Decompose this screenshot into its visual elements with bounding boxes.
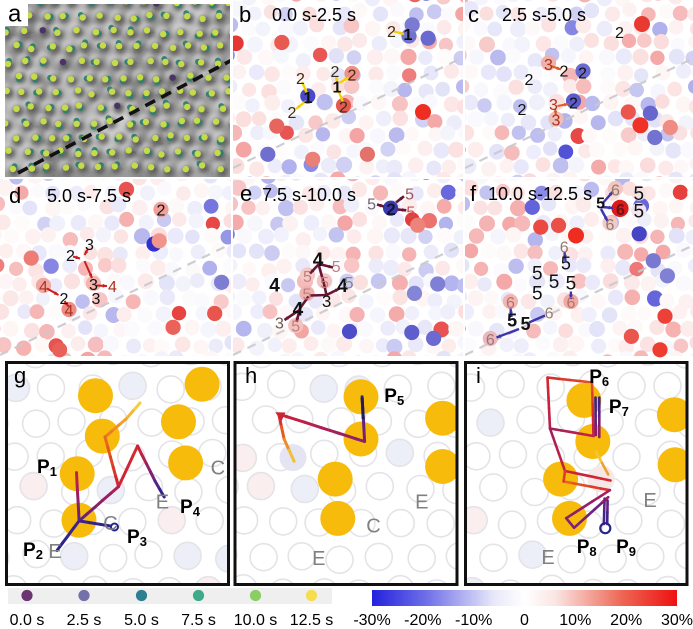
svg-text:2: 2 — [296, 71, 305, 88]
svg-text:5: 5 — [406, 204, 415, 221]
svg-text:0.0 s: 0.0 s — [10, 612, 45, 629]
svg-text:12.5 s: 12.5 s — [290, 612, 334, 629]
svg-text:6: 6 — [605, 217, 614, 234]
svg-text:4: 4 — [108, 279, 117, 296]
svg-text:2: 2 — [60, 291, 69, 308]
svg-text:3: 3 — [89, 277, 98, 294]
svg-text:-20%: -20% — [404, 612, 441, 629]
svg-text:5: 5 — [405, 186, 414, 203]
svg-text:2: 2 — [387, 24, 396, 41]
svg-text:5: 5 — [507, 311, 517, 331]
svg-text:3: 3 — [549, 97, 558, 114]
svg-text:2: 2 — [615, 25, 624, 42]
svg-text:4: 4 — [269, 276, 280, 297]
svg-text:2: 2 — [518, 102, 527, 119]
svg-text:5: 5 — [332, 259, 341, 276]
svg-text:2: 2 — [569, 96, 578, 113]
svg-text:4: 4 — [39, 279, 48, 296]
svg-text:5: 5 — [303, 286, 312, 303]
svg-text:3: 3 — [92, 291, 101, 308]
svg-text:5: 5 — [291, 319, 300, 336]
svg-text:6: 6 — [566, 295, 575, 312]
svg-text:5: 5 — [596, 196, 605, 213]
svg-text:10.0 s-12.5 s: 10.0 s-12.5 s — [488, 184, 592, 204]
svg-text:10%: 10% — [559, 612, 591, 629]
svg-text:5.0 s: 5.0 s — [124, 612, 159, 629]
svg-text:5: 5 — [303, 269, 312, 286]
svg-text:i: i — [476, 363, 481, 388]
svg-text:3: 3 — [275, 316, 284, 333]
svg-text:5: 5 — [634, 201, 645, 222]
svg-text:C: C — [103, 513, 117, 535]
svg-text:5: 5 — [520, 314, 530, 334]
svg-text:E: E — [415, 492, 428, 514]
svg-text:6: 6 — [545, 305, 554, 322]
svg-text:5: 5 — [344, 273, 353, 292]
svg-text:E: E — [541, 547, 554, 569]
svg-text:30%: 30% — [661, 612, 693, 629]
svg-text:2: 2 — [578, 66, 587, 83]
svg-text:f: f — [470, 181, 477, 206]
svg-text:h: h — [245, 363, 257, 388]
svg-text:d: d — [9, 183, 21, 208]
svg-text:4: 4 — [337, 276, 348, 297]
svg-text:7.5 s-10.0 s: 7.5 s-10.0 s — [262, 185, 356, 205]
svg-text:6: 6 — [506, 295, 515, 312]
svg-text:6: 6 — [560, 240, 569, 257]
svg-text:20%: 20% — [610, 612, 642, 629]
svg-text:2: 2 — [560, 64, 569, 81]
svg-text:2: 2 — [288, 105, 297, 122]
svg-text:3: 3 — [85, 237, 94, 254]
svg-text:2.5 s: 2.5 s — [67, 612, 102, 629]
svg-text:10.0 s: 10.0 s — [234, 612, 278, 629]
svg-text:-10%: -10% — [455, 612, 492, 629]
svg-text:5: 5 — [634, 184, 645, 205]
svg-text:5: 5 — [549, 272, 560, 293]
svg-text:1: 1 — [404, 27, 413, 44]
svg-text:3: 3 — [544, 57, 553, 74]
svg-text:6: 6 — [486, 332, 495, 349]
svg-text:2: 2 — [157, 203, 166, 220]
svg-text:0.0 s-2.5 s: 0.0 s-2.5 s — [272, 5, 356, 25]
svg-text:0: 0 — [520, 612, 529, 629]
svg-text:7.5 s: 7.5 s — [181, 612, 216, 629]
svg-text:6: 6 — [611, 183, 620, 200]
svg-text:3: 3 — [552, 113, 561, 130]
svg-text:4: 4 — [65, 303, 74, 320]
svg-text:4: 4 — [313, 250, 324, 271]
svg-text:2: 2 — [386, 200, 395, 219]
svg-text:5: 5 — [532, 264, 543, 285]
svg-text:5: 5 — [566, 274, 577, 295]
svg-text:3: 3 — [322, 292, 331, 311]
svg-text:b: b — [239, 2, 251, 27]
svg-text:g: g — [14, 363, 26, 388]
svg-text:4: 4 — [293, 300, 304, 321]
svg-text:C: C — [211, 458, 225, 480]
svg-text:E: E — [48, 541, 61, 563]
svg-text:C: C — [366, 516, 380, 538]
svg-text:a: a — [8, 1, 22, 28]
svg-text:E: E — [156, 492, 169, 514]
svg-text:2: 2 — [525, 72, 534, 89]
svg-text:5: 5 — [320, 275, 329, 292]
svg-text:1: 1 — [304, 90, 313, 107]
svg-text:5: 5 — [532, 284, 543, 305]
svg-text:5: 5 — [367, 196, 376, 213]
svg-text:2: 2 — [339, 100, 348, 117]
svg-text:c: c — [468, 2, 479, 27]
svg-text:e: e — [240, 181, 252, 206]
svg-text:5: 5 — [561, 254, 571, 274]
svg-text:6: 6 — [616, 202, 625, 219]
svg-text:E: E — [643, 490, 656, 512]
svg-text:2.5 s-5.0 s: 2.5 s-5.0 s — [502, 5, 586, 25]
svg-text:2: 2 — [331, 64, 340, 81]
svg-text:2: 2 — [348, 68, 357, 85]
svg-text:1: 1 — [333, 80, 342, 97]
svg-text:5.0 s-7.5 s: 5.0 s-7.5 s — [47, 186, 131, 206]
svg-text:-30%: -30% — [353, 612, 390, 629]
svg-text:E: E — [312, 548, 325, 570]
svg-text:2: 2 — [66, 248, 75, 265]
